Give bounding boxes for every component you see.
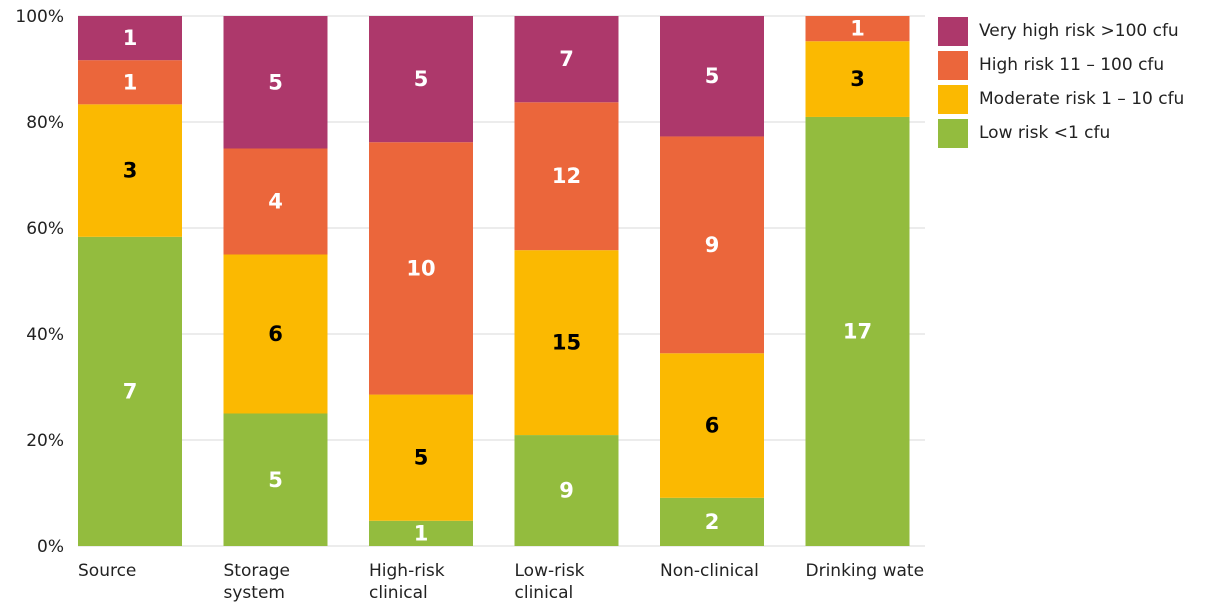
legend-swatch xyxy=(938,118,968,148)
x-tick-label: clinical xyxy=(515,583,574,603)
y-tick-label: 100% xyxy=(15,7,64,27)
bar-segment xyxy=(369,520,473,546)
bar-segment xyxy=(78,60,182,105)
data-label: 1 xyxy=(123,26,138,50)
bar-segment xyxy=(660,353,764,498)
x-axis-ticks: Source StoragesystemHigh-riskclinicalLow-… xyxy=(78,561,925,603)
data-label: 7 xyxy=(559,47,574,71)
bar-segment xyxy=(369,142,473,395)
gridlines xyxy=(78,15,925,547)
data-label: 12 xyxy=(552,164,581,188)
data-label: 1 xyxy=(123,70,138,94)
legend-item: Moderate risk 1 – 10 cfu xyxy=(938,82,1184,116)
bar-segment xyxy=(805,116,910,546)
bar-segment xyxy=(805,16,910,42)
data-label: 15 xyxy=(552,331,581,355)
bar-segment xyxy=(514,250,619,436)
data-label: 3 xyxy=(123,159,138,183)
bar-segment xyxy=(223,254,328,414)
x-tick-label: system xyxy=(224,583,285,603)
bar-segment xyxy=(369,394,473,521)
data-label: 1 xyxy=(850,17,865,41)
legend-item: Very high risk >100 cfu xyxy=(938,14,1184,48)
legend-item: High risk 11 – 100 cfu xyxy=(938,48,1184,82)
data-label: 7 xyxy=(123,379,138,403)
legend-label: Moderate risk 1 – 10 cfu xyxy=(979,89,1185,109)
bar-segment xyxy=(660,136,764,354)
data-label: 2 xyxy=(705,510,720,534)
legend: Very high risk >100 cfu High risk 11 – 10… xyxy=(938,14,1184,150)
data-label: 17 xyxy=(843,319,872,343)
bar-segment xyxy=(223,16,328,149)
x-tick-label: Source xyxy=(78,561,136,581)
legend-label: Low risk <1 cfu xyxy=(979,123,1111,143)
data-label: 9 xyxy=(705,233,720,257)
bar-segment xyxy=(223,148,328,255)
data-label: 5 xyxy=(705,64,720,88)
data-label: 3 xyxy=(850,67,865,91)
data-label: 6 xyxy=(268,322,283,346)
data-label: 5 xyxy=(414,446,429,470)
y-axis-ticks: 0% 20% 40% 60% 80% 100% xyxy=(15,7,64,557)
legend-item: Low risk <1 cfu xyxy=(938,116,1184,150)
x-tick-label: High-risk xyxy=(369,561,445,581)
data-label: 6 xyxy=(705,414,720,438)
y-tick-label: 20% xyxy=(26,431,64,451)
bar-segment xyxy=(223,413,328,546)
bar-segment xyxy=(514,435,619,546)
data-label: 5 xyxy=(414,67,429,91)
data-label: 10 xyxy=(406,256,435,280)
data-label: 5 xyxy=(268,468,283,492)
x-tick-label: Low-risk xyxy=(515,561,585,581)
y-tick-label: 0% xyxy=(37,537,64,557)
legend-swatch xyxy=(938,84,968,114)
legend-swatch xyxy=(938,16,968,46)
legend-label: Very high risk >100 cfu xyxy=(979,21,1179,41)
legend-swatch xyxy=(938,50,968,80)
bar-segment xyxy=(514,102,619,251)
y-tick-label: 80% xyxy=(26,113,64,133)
x-tick-label: clinical xyxy=(369,583,428,603)
x-tick-label: Non-clinical xyxy=(660,561,759,581)
bar-segment xyxy=(514,16,619,103)
data-label: 5 xyxy=(268,70,283,94)
data-label: 4 xyxy=(268,190,283,214)
data-label: 9 xyxy=(559,479,574,503)
legend-label: High risk 11 – 100 cfu xyxy=(979,55,1165,75)
bar-segment xyxy=(78,236,182,547)
data-label: 1 xyxy=(414,521,429,545)
bar-segment xyxy=(660,16,764,137)
bar-segment xyxy=(78,16,182,61)
x-tick-label: Drinking water xyxy=(806,561,926,581)
bar-segment xyxy=(369,16,473,143)
bar-segment xyxy=(78,104,182,237)
y-tick-label: 40% xyxy=(26,325,64,345)
bar-segment xyxy=(660,497,764,546)
bar-segment xyxy=(805,41,910,117)
x-tick-label: Storage xyxy=(224,561,291,581)
y-tick-label: 60% xyxy=(26,219,64,239)
